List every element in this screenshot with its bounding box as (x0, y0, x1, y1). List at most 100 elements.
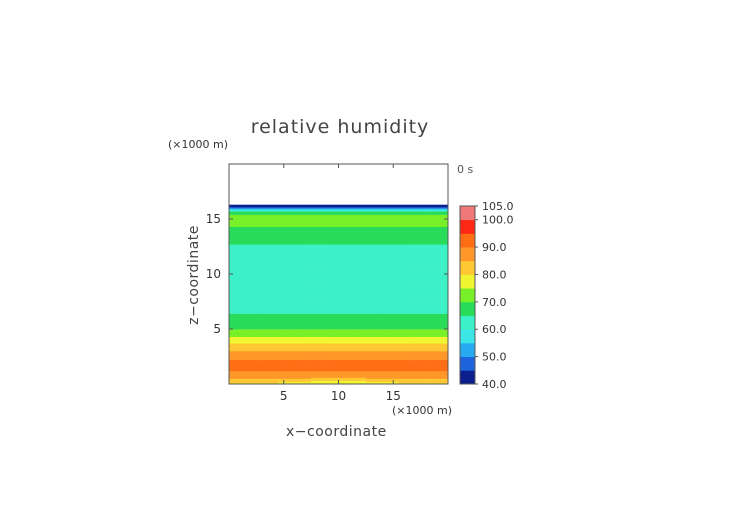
field-cell (365, 358, 372, 361)
field-cell (311, 285, 317, 287)
field-cell (316, 266, 323, 268)
field-cell (256, 360, 263, 363)
field-cell (278, 321, 285, 323)
field-cell (409, 357, 416, 359)
field-cell (311, 277, 317, 279)
field-cell (393, 281, 400, 284)
field-cell (256, 261, 263, 264)
field-cell (437, 259, 443, 262)
field-cell (267, 288, 274, 290)
field-cell (327, 333, 334, 335)
field-cell (437, 304, 443, 307)
field-cell (283, 266, 290, 268)
field-cell (294, 333, 301, 335)
field-cell (267, 333, 274, 335)
field-cell (245, 376, 252, 378)
field-cell (371, 336, 378, 339)
field-cell (442, 332, 449, 334)
field-cell (229, 252, 235, 254)
field-cell (365, 377, 372, 379)
field-cell (250, 265, 257, 267)
field-cell (404, 282, 410, 285)
field-cell (393, 369, 400, 372)
field-cell (305, 379, 312, 381)
field-cell (426, 373, 432, 375)
field-cell (239, 316, 246, 319)
field-cell (409, 381, 416, 384)
field-cell (393, 364, 400, 366)
field-cell (300, 346, 306, 348)
field-cell (376, 368, 383, 370)
field-cell (272, 357, 279, 359)
field-cell (294, 345, 301, 347)
field-cell (300, 274, 306, 276)
field-cell (354, 331, 361, 333)
field-cell (300, 330, 306, 332)
field-cell (371, 333, 378, 335)
field-cell (349, 365, 356, 367)
field-cell (426, 341, 432, 343)
field-cell (322, 292, 328, 295)
field-cell (349, 248, 356, 251)
field-cell (311, 320, 317, 322)
field-cell (387, 380, 394, 383)
field-cell (365, 316, 372, 319)
field-cell (278, 267, 285, 269)
field-cell (311, 315, 317, 318)
field-cell (250, 304, 257, 307)
field-cell (322, 316, 328, 319)
field-cell (327, 291, 334, 293)
field-cell (376, 355, 383, 357)
field-cell (365, 292, 372, 295)
field-cell (343, 291, 350, 293)
field-cell (289, 312, 295, 314)
field-cell (426, 290, 432, 292)
field-cell (409, 374, 416, 376)
field-cell (294, 294, 301, 297)
field-cell (376, 335, 383, 337)
field-cell (349, 305, 356, 308)
field-cell (338, 316, 345, 319)
field-cell (300, 314, 306, 317)
field-cell (229, 325, 235, 328)
field-cell (316, 315, 323, 318)
field-cell (333, 301, 339, 303)
field-cell (415, 367, 421, 369)
field-cell (245, 248, 252, 251)
field-cell (333, 341, 339, 343)
field-cell (426, 282, 432, 285)
field-cell (371, 369, 378, 372)
field-cell (300, 344, 306, 346)
field-cell (327, 277, 334, 279)
field-cell (250, 351, 257, 353)
field-cell (272, 260, 279, 263)
field-cell (289, 349, 295, 352)
field-cell (393, 252, 400, 254)
field-cell (409, 252, 416, 254)
field-cell (289, 247, 295, 249)
field-cell (387, 281, 394, 284)
field-cell (404, 359, 410, 362)
field-cell (409, 300, 416, 302)
field-cell (382, 267, 389, 269)
field-cell (294, 307, 301, 309)
field-cell (234, 303, 241, 306)
field-cell (426, 333, 432, 335)
field-cell (305, 255, 312, 257)
field-cell (305, 254, 312, 256)
field-cell (365, 322, 372, 324)
field-cell (442, 269, 449, 271)
field-cell (442, 362, 449, 364)
field-cell (382, 296, 389, 298)
field-cell (420, 301, 427, 303)
field-cell (300, 281, 306, 284)
field-cell (300, 351, 306, 353)
field-cell (234, 255, 241, 257)
field-cell (415, 257, 421, 259)
field-cell (294, 279, 301, 281)
field-cell (376, 280, 383, 282)
field-cell (234, 324, 241, 326)
field-cell (376, 281, 383, 284)
field-cell (250, 353, 257, 355)
field-cell (354, 274, 361, 276)
